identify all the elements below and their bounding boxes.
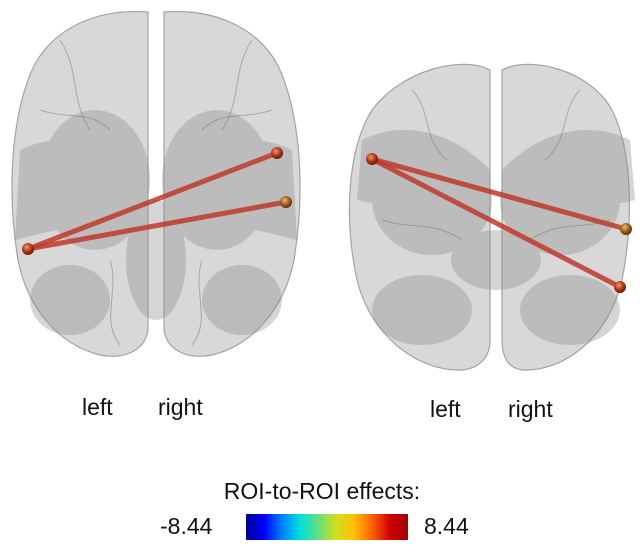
roi-node	[366, 153, 378, 165]
colorbar-title: ROI-to-ROI effects:	[223, 478, 421, 504]
brain-render-axial	[11, 10, 301, 357]
roi-node	[620, 223, 632, 235]
right-label: right	[158, 394, 203, 420]
roi-node	[271, 147, 283, 159]
roi-node	[22, 243, 34, 255]
brain-view-axial: left right	[0, 0, 322, 420]
subcortical-structures	[15, 110, 297, 335]
left-hemisphere	[11, 10, 149, 357]
connection-line	[25, 199, 289, 252]
brain-view-coronal: left right	[322, 0, 644, 422]
connection-line	[369, 156, 623, 290]
right-hemisphere	[501, 63, 630, 371]
colorbar-max-label: 8.44	[424, 513, 469, 539]
roi-node	[614, 281, 626, 293]
colorbar-min-label: -8.44	[160, 513, 213, 539]
left-label: left	[430, 396, 461, 422]
brain-render-coronal	[348, 63, 635, 371]
roi-node	[280, 196, 292, 208]
subcortical-structures	[357, 130, 635, 345]
right-label: right	[508, 396, 553, 422]
right-hemisphere	[163, 10, 301, 357]
left-hemisphere	[348, 63, 491, 371]
connection-line	[25, 150, 280, 252]
connection-line	[369, 156, 629, 232]
colorbar	[246, 514, 408, 540]
left-label: left	[82, 394, 113, 420]
